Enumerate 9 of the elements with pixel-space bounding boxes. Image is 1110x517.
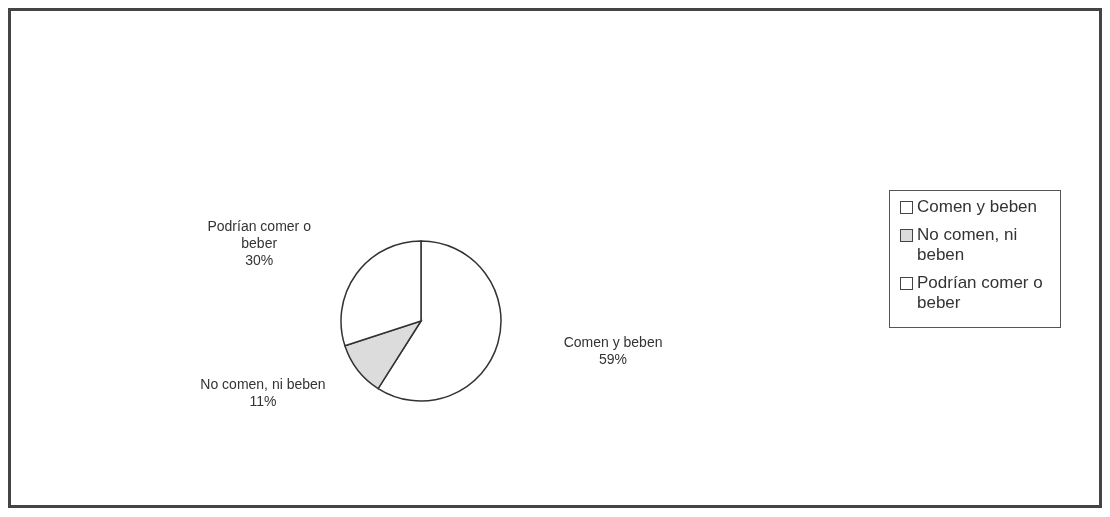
category-label: Comen y beben xyxy=(917,196,1038,216)
slice-label: Comen y beben xyxy=(563,334,663,351)
data-label: 30% xyxy=(245,251,274,268)
data-label: 59% xyxy=(599,351,628,368)
slice-label: Podrían comer o beber xyxy=(207,217,312,251)
data-label: 11% xyxy=(249,393,277,410)
category-label: Podrían comer o beber xyxy=(917,272,1043,312)
slice-label: No comen, ni beben xyxy=(200,376,326,393)
legend-label: No comen, ni beben xyxy=(917,224,1019,265)
